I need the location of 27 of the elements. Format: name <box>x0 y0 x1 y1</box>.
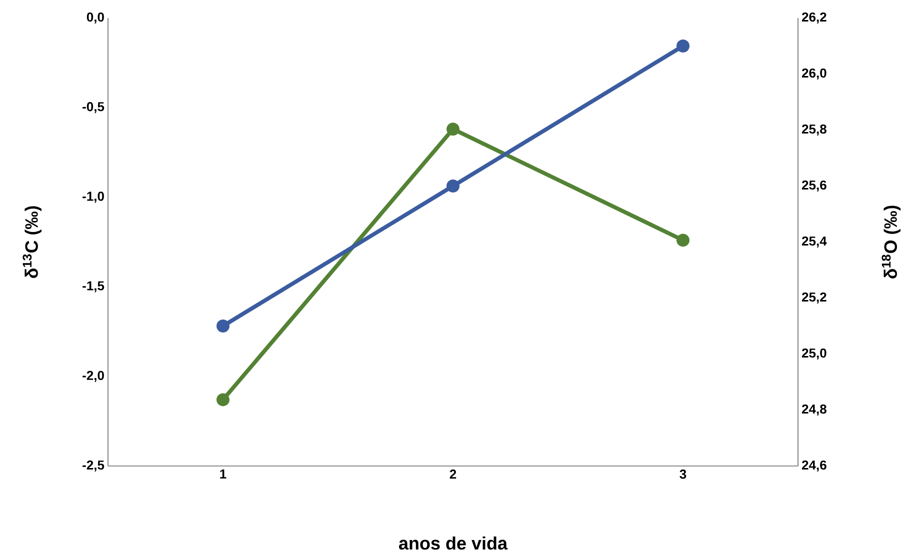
y2-tick-label: 25,8 <box>802 124 826 136</box>
y2-tick-label: 26,0 <box>802 68 826 80</box>
y-tick-label: -1,5 <box>82 281 104 292</box>
x-tick-label: 2 <box>450 470 456 479</box>
y2-tick-label: 25,2 <box>802 292 826 304</box>
y-tick-label: -2,0 <box>82 370 104 382</box>
point <box>216 320 230 332</box>
y2-tick-label: 24,6 <box>802 460 826 472</box>
y2-tick-label: 26,2 <box>802 12 826 24</box>
y2-tick-label: 25,6 <box>802 180 826 192</box>
x-axis-title: anos de vida <box>399 536 508 550</box>
point <box>676 40 690 52</box>
point <box>676 234 690 247</box>
y-tick-label: -0,5 <box>82 102 104 114</box>
y-tick-label: 0,0 <box>86 12 104 24</box>
y2-tick-label: 24,8 <box>802 404 826 416</box>
y-tick-label: -2,5 <box>82 460 104 472</box>
x-tick-label: 1 <box>220 470 226 478</box>
y2-tick-label: 25,4 <box>802 236 827 248</box>
y-tick-label: -1,0 <box>82 192 104 203</box>
y-axis-title: δ$^{13}$C (‰) <box>22 206 42 278</box>
y2-tick-label: 25,0 <box>802 348 826 360</box>
x-tick-label: 3 <box>680 470 686 479</box>
point <box>446 122 460 136</box>
point <box>446 179 460 192</box>
point <box>216 393 230 406</box>
y2-axis-title: δ$^{18}$O (‰) <box>882 206 901 278</box>
